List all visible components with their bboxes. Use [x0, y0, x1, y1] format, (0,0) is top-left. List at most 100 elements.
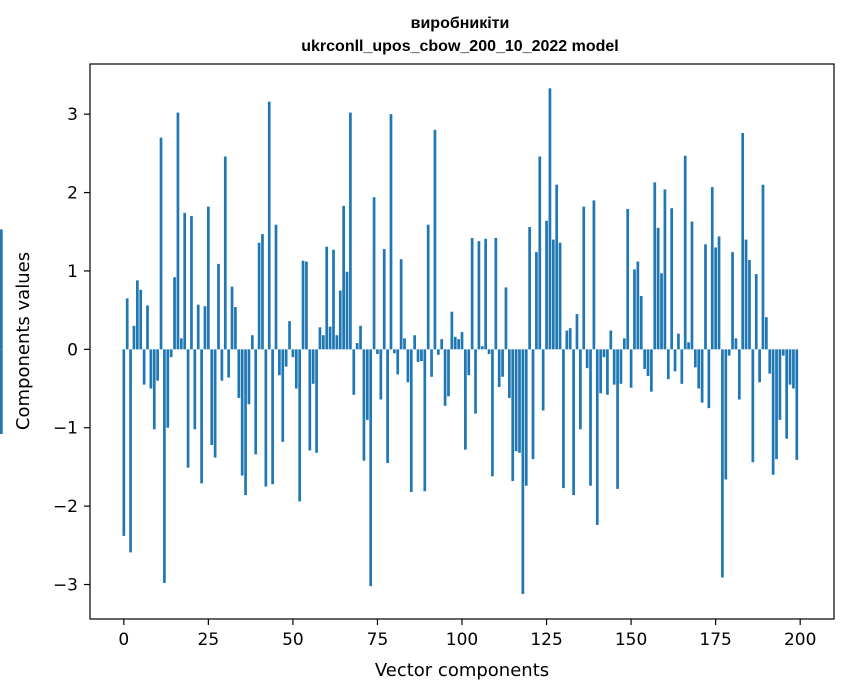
bar-136	[582, 206, 586, 350]
x-tick-label: 175	[699, 630, 731, 650]
bar-17	[179, 338, 183, 350]
bar-185	[748, 259, 751, 350]
bar-125	[545, 220, 548, 350]
bar-3	[132, 325, 136, 350]
bar-132	[568, 328, 572, 350]
bar-151	[633, 269, 636, 350]
bar-87	[416, 349, 420, 362]
bar-134	[575, 314, 579, 350]
bar-44	[271, 349, 274, 485]
bar-22	[196, 304, 200, 350]
bar-2	[129, 349, 132, 553]
bar-72	[365, 349, 369, 420]
bar-56	[311, 349, 315, 384]
bar-127	[551, 239, 555, 350]
bar-61	[328, 326, 332, 350]
bar-142	[602, 349, 606, 358]
bar-194	[778, 349, 782, 420]
bar-41	[261, 234, 264, 350]
bar-154	[643, 349, 646, 369]
x-tick-label: 75	[367, 630, 389, 650]
bar-47	[281, 349, 285, 442]
bar-73	[369, 349, 373, 587]
bar-59	[321, 335, 325, 350]
x-tick-label: 100	[446, 630, 478, 650]
bar-4	[135, 280, 139, 350]
bar-91	[430, 349, 433, 377]
bar-123	[538, 156, 542, 350]
bar-26	[210, 349, 214, 445]
bar-21	[193, 349, 197, 430]
bar-15	[173, 277, 176, 350]
bar-197	[788, 349, 792, 385]
bar-161	[666, 349, 670, 380]
bar-40	[257, 242, 261, 350]
bar-182	[737, 349, 741, 400]
bar-144	[609, 330, 613, 350]
bar-177	[721, 349, 724, 578]
bar-10	[156, 349, 159, 381]
bar-198	[792, 349, 795, 389]
y-tick-label: 3	[67, 105, 78, 125]
bar-9	[152, 349, 156, 430]
bar-100	[460, 332, 464, 350]
x-tick-label: 150	[615, 630, 647, 650]
bar-184	[744, 239, 748, 350]
bar-66	[345, 271, 349, 350]
bar-128	[555, 184, 559, 350]
bar-108	[487, 349, 491, 355]
bar-51	[294, 349, 298, 389]
bar-55	[308, 349, 312, 451]
x-tick-label: 25	[198, 630, 220, 650]
bar-62	[332, 249, 335, 350]
bar-13	[166, 349, 170, 428]
bar-35	[240, 349, 244, 476]
bar-199	[795, 349, 799, 460]
y-tick-label: 1	[67, 262, 78, 282]
bar-32	[230, 286, 234, 350]
bar-38	[250, 335, 254, 350]
bar-153	[639, 296, 643, 350]
bar-109	[491, 349, 494, 477]
bar-14	[169, 349, 173, 358]
bar-189	[761, 184, 765, 350]
bar-181	[734, 338, 738, 350]
bar-145	[612, 349, 616, 385]
bar-undefined	[0, 229, 3, 350]
bar-138	[589, 349, 592, 486]
bar-121	[531, 349, 535, 460]
bar-131	[565, 330, 569, 350]
bar-101	[464, 349, 467, 450]
x-tick-label: 50	[282, 630, 304, 650]
bar-110	[494, 238, 498, 350]
bar-164	[677, 333, 680, 350]
bar-169	[693, 349, 697, 368]
bar-155	[646, 349, 650, 376]
bar-172	[704, 244, 707, 350]
bar-141	[599, 349, 603, 394]
bar-24	[203, 306, 207, 350]
bar-undefined	[0, 349, 3, 434]
y-axis-ticks: −3 −2 −1 0 1 2 3	[53, 105, 90, 596]
bar-124	[541, 349, 545, 411]
bar-99	[457, 339, 460, 350]
bar-45	[274, 224, 278, 350]
bar-1	[125, 298, 129, 350]
bar-160	[663, 189, 667, 350]
bar-139	[592, 200, 596, 350]
bar-163	[673, 349, 677, 372]
x-axis-label: Vector components	[375, 660, 549, 681]
bar-118	[521, 349, 525, 594]
bar-92	[433, 129, 437, 350]
bar-94	[440, 339, 444, 350]
bar-180	[731, 252, 734, 350]
bar-111	[497, 349, 501, 387]
bar-143	[606, 349, 609, 395]
y-tick-label: −3	[53, 576, 78, 596]
bar-52	[298, 349, 302, 502]
bar-188	[758, 349, 761, 383]
bar-157	[653, 182, 657, 350]
bar-83	[403, 338, 406, 350]
bar-68	[352, 349, 356, 395]
